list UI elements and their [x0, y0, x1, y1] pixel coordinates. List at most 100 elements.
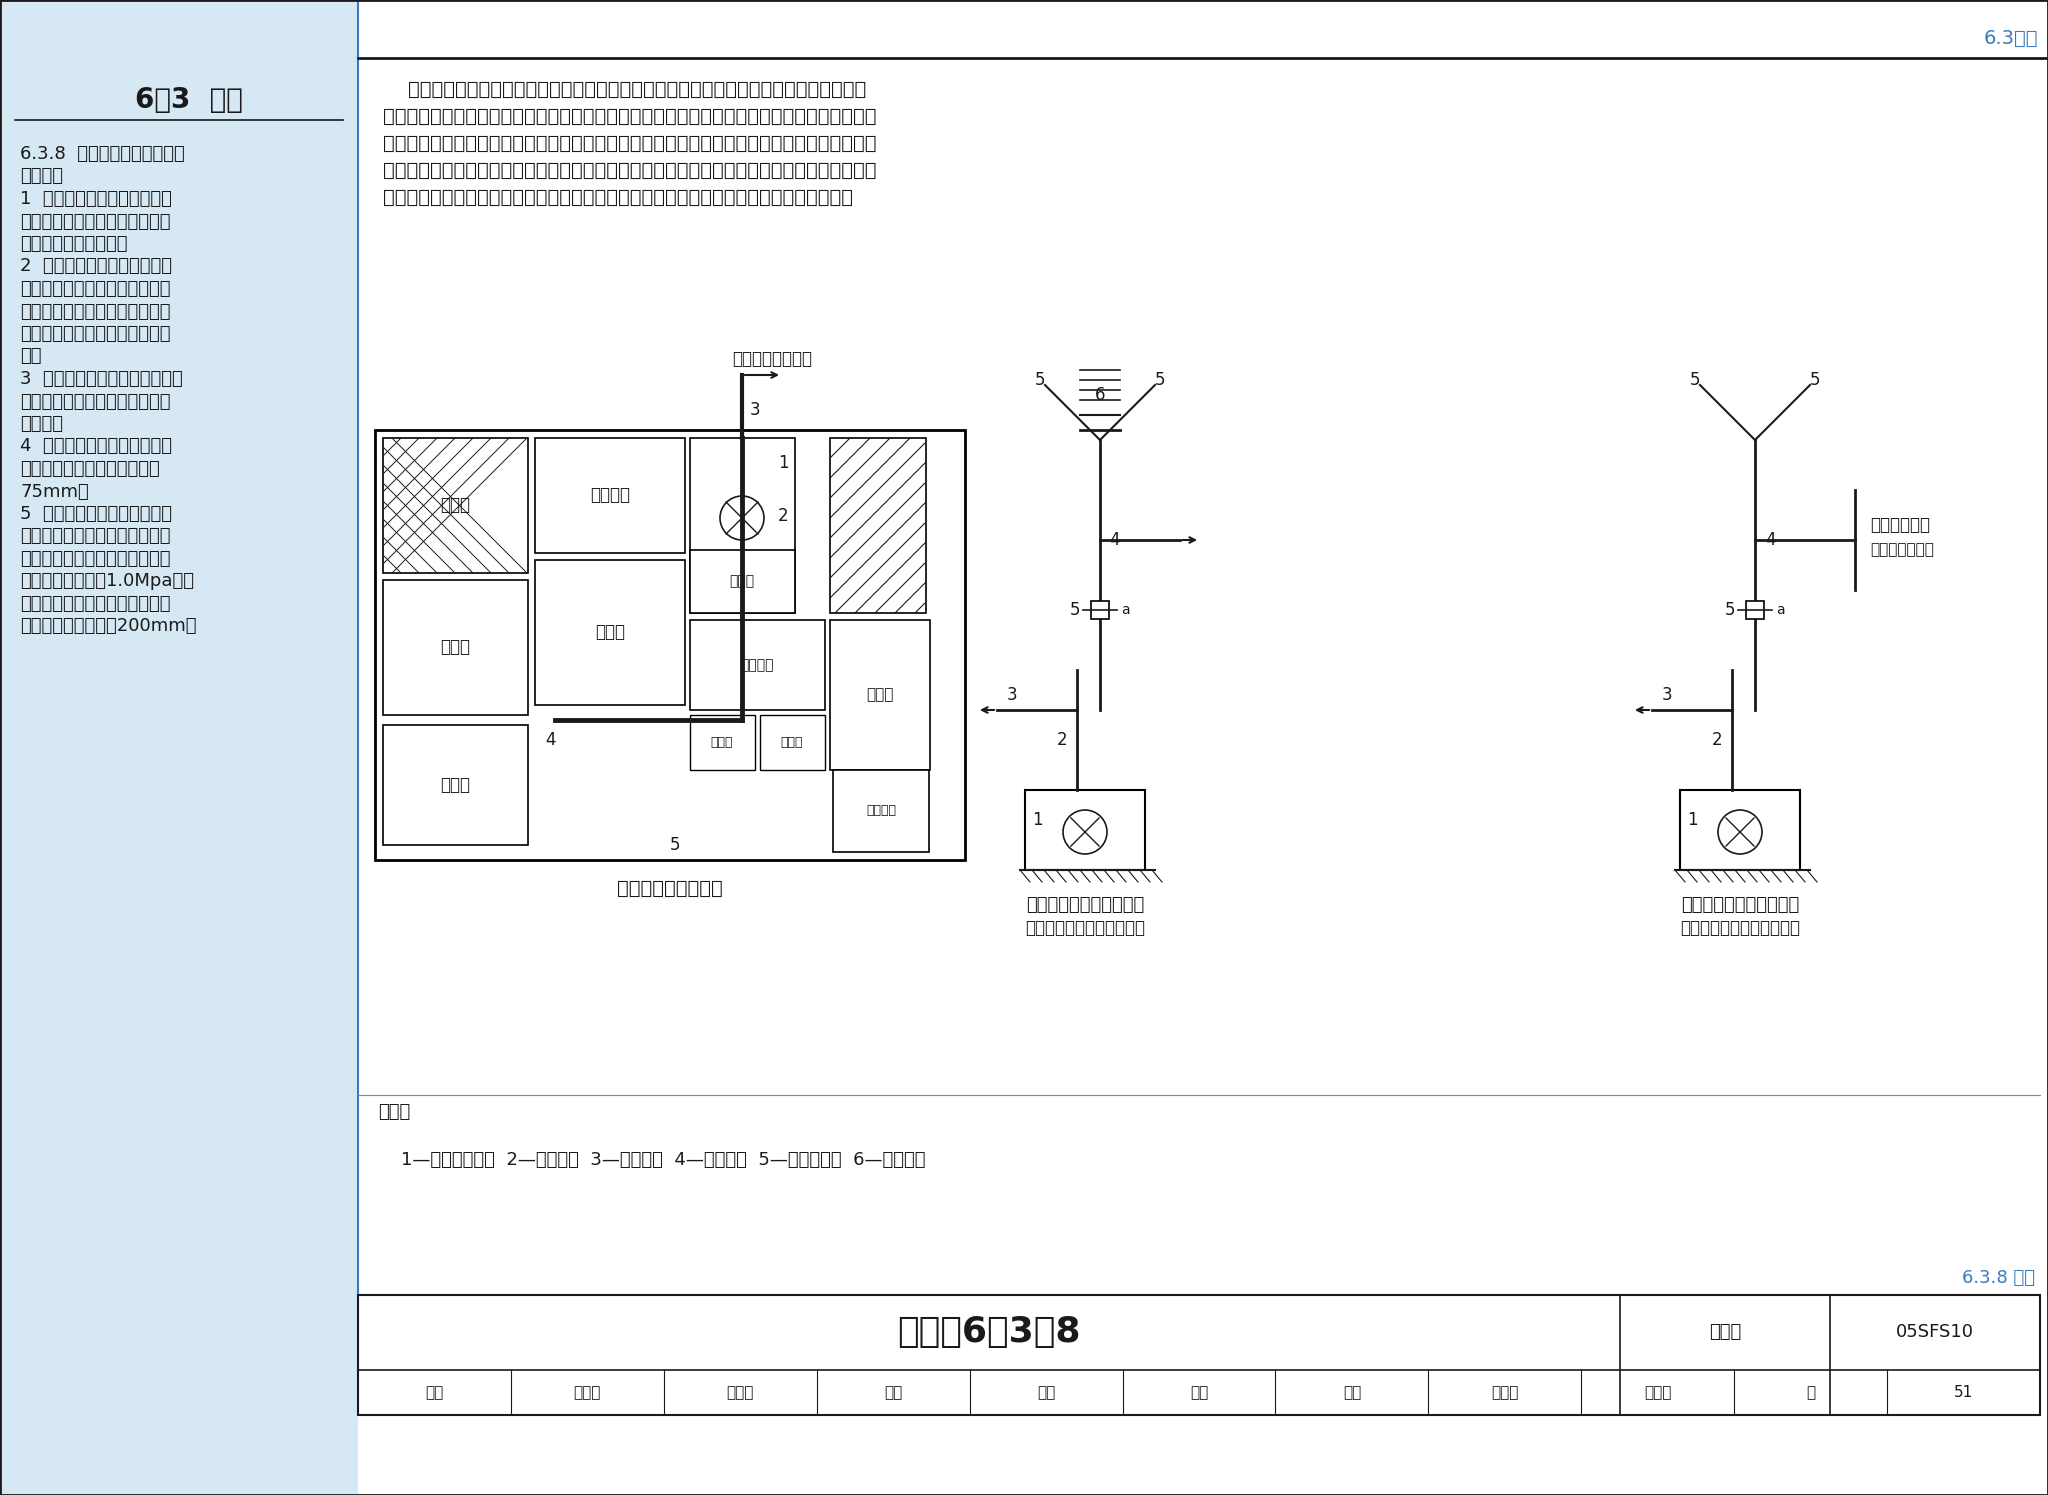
Text: 时，该段通气管应采用热镀锌钢: 时，该段通气管应采用热镀锌钢 — [20, 528, 170, 546]
Text: 水收集方式确定通气管的设置方: 水收集方式确定通气管的设置方 — [20, 324, 170, 342]
Text: 污水泵间: 污水泵间 — [590, 486, 631, 504]
Text: 4: 4 — [1110, 531, 1120, 549]
Text: 通气管；: 通气管； — [20, 416, 63, 434]
Bar — [690, 438, 795, 613]
Text: 排风竖井: 排风竖井 — [866, 804, 897, 818]
Text: 应设通气管，并接至室外、排风: 应设通气管，并接至室外、排风 — [20, 212, 170, 230]
Text: 4: 4 — [1765, 531, 1776, 549]
Bar — [1024, 789, 1145, 870]
Bar — [0, 0, 358, 1495]
Text: 1: 1 — [778, 454, 788, 472]
Text: 管，并应在人防围护结构内侧设: 管，并应在人防围护结构内侧设 — [20, 550, 170, 568]
Text: 3: 3 — [750, 401, 760, 419]
Bar — [535, 438, 684, 553]
Text: 6.3排水: 6.3排水 — [1985, 28, 2038, 48]
Text: 到影响安全的浓度。该通气管不接至工程外部的目的是为了在满足一定卫生与安全的条件下，便: 到影响安全的浓度。该通气管不接至工程外部的目的是为了在满足一定卫生与安全的条件下… — [383, 108, 877, 126]
Text: 2: 2 — [1057, 731, 1067, 749]
Circle shape — [1063, 810, 1108, 854]
Text: 污水池平面布置图示: 污水池平面布置图示 — [616, 879, 723, 897]
Text: 2  收集平时消防排水、空调冷: 2 收集平时消防排水、空调冷 — [20, 257, 172, 275]
Text: 通气管至厕所排风口图示: 通气管至厕所排风口图示 — [1681, 896, 1798, 913]
Bar — [383, 580, 528, 715]
Text: 5  通气管在穿越人防围护结构: 5 通气管在穿越人防围护结构 — [20, 505, 172, 523]
Text: 淋浴间: 淋浴间 — [440, 776, 469, 794]
Text: 由于战时生活污水在污水池中停留时间短，只要有通气管，污水产生的有害气体就累积不: 由于战时生活污水在污水池中停留时间短，只要有通气管，污水产生的有害气体就累积不 — [383, 81, 866, 99]
Text: 05SFS10: 05SFS10 — [1896, 1323, 1974, 1341]
Text: 页: 页 — [1806, 1384, 1815, 1399]
Bar — [690, 715, 756, 770]
Text: 5: 5 — [670, 836, 680, 854]
Text: 6.3.8  通气管的设置应符合下: 6.3.8 通气管的设置应符合下 — [20, 145, 184, 163]
Text: （战时使用的生活污水池）: （战时使用的生活污水池） — [1679, 919, 1800, 937]
Text: 4  通气管的管径不宜小于污水: 4 通气管的管径不宜小于污水 — [20, 438, 172, 456]
Text: 3  收集战时生活污水的集水池，: 3 收集战时生活污水的集水池， — [20, 369, 182, 389]
Text: 6．3  排水: 6．3 排水 — [135, 87, 244, 114]
Text: （临战前安装）: （临战前安装） — [1870, 543, 1933, 558]
Text: 盥洗室: 盥洗室 — [729, 574, 754, 588]
Bar — [383, 438, 528, 573]
Text: 51: 51 — [1954, 1384, 1972, 1399]
Text: 2: 2 — [1712, 731, 1722, 749]
Text: 临战时应增设接至厕所排风口的: 临战时应增设接至厕所排风口的 — [20, 393, 170, 411]
Bar — [834, 770, 930, 852]
Text: 储水库: 储水库 — [440, 496, 469, 514]
Text: 校对: 校对 — [885, 1384, 903, 1399]
Text: 4: 4 — [545, 731, 555, 749]
Text: a: a — [1776, 602, 1784, 617]
Text: 列要求：: 列要求： — [20, 167, 63, 185]
Bar — [535, 561, 684, 706]
Text: 防毒通道: 防毒通道 — [739, 658, 774, 671]
Text: a: a — [1120, 602, 1130, 617]
Text: 1: 1 — [1032, 810, 1042, 830]
Text: 穿衣间: 穿衣间 — [711, 736, 733, 749]
Text: 丁忠城: 丁忠城 — [1645, 1384, 1671, 1399]
Bar — [375, 431, 965, 860]
Circle shape — [1718, 810, 1761, 854]
Text: 杨旺梅: 杨旺梅 — [727, 1384, 754, 1399]
Circle shape — [721, 496, 764, 540]
Text: 5: 5 — [1034, 371, 1044, 389]
Text: 至室外污水检查井: 至室外污水检查井 — [731, 350, 811, 368]
Text: 男厕所: 男厕所 — [596, 623, 625, 641]
Text: 设计: 设计 — [1343, 1384, 1362, 1399]
Text: 3: 3 — [1008, 686, 1018, 704]
Text: 女厕所: 女厕所 — [440, 638, 469, 656]
Text: 审核: 审核 — [426, 1384, 444, 1399]
Text: 式；: 式； — [20, 347, 41, 365]
Bar — [1747, 601, 1763, 619]
Text: 1—生活污水池；  2—污水泵；  3—排水管；  4—通气管；  5—防护阀门；  6—百叶口。: 1—生活污水池； 2—污水泵； 3—排水管； 4—通气管； 5—防护阀门； 6—… — [379, 1151, 926, 1169]
Text: 防空地下室内通气管防护阀门后的管段，对管材无特殊要求，可采用其他防腐性能更好的管材。: 防空地下室内通气管防护阀门后的管段，对管材无特殊要求，可采用其他防腐性能更好的管… — [383, 161, 877, 179]
Bar — [829, 438, 926, 613]
Bar — [383, 725, 528, 845]
Text: 按平时使用的卫生要求及地面排: 按平时使用的卫生要求及地面排 — [20, 302, 170, 320]
Text: 门的近端面不宜大于200mm。: 门的近端面不宜大于200mm。 — [20, 617, 197, 635]
Bar — [690, 550, 795, 613]
Text: 置人防压力不小于1.0Mpa铜芯: 置人防压力不小于1.0Mpa铜芯 — [20, 573, 195, 591]
Text: 3: 3 — [1661, 686, 1673, 704]
Text: 于临战时的施工与管理；减少穿防空地下室围护结构的通气管数量，有利于提高防护的安全性。: 于临战时的施工与管理；减少穿防空地下室围护结构的通气管数量，有利于提高防护的安全… — [383, 135, 877, 152]
Text: （平时使用的生活污水池）: （平时使用的生活污水池） — [1024, 919, 1145, 937]
Text: 图集号: 图集号 — [1708, 1323, 1741, 1341]
Text: 戈多: 戈多 — [1190, 1384, 1208, 1399]
Text: 5: 5 — [1069, 601, 1079, 619]
Bar — [1679, 789, 1800, 870]
Text: 扩散室: 扩散室 — [866, 688, 893, 703]
Text: 6: 6 — [1096, 386, 1106, 404]
Text: 1  收集平时生活污水的集水池: 1 收集平时生活污水的集水池 — [20, 190, 172, 208]
Text: 凝水、地面冲洗排水的集水池，: 凝水、地面冲洗排水的集水池， — [20, 280, 170, 298]
Text: 通气管至排风扩散室图示: 通气管至排风扩散室图示 — [1026, 896, 1145, 913]
Text: 排水－6．3．8: 排水－6．3．8 — [897, 1316, 1081, 1348]
Text: 丁志诚: 丁志诚 — [1491, 1384, 1518, 1399]
Text: 5: 5 — [1810, 371, 1821, 389]
Text: 闸阀。人防围护结构内侧距离阀: 闸阀。人防围护结构内侧距离阀 — [20, 595, 170, 613]
Text: 75mm；: 75mm； — [20, 483, 88, 501]
Text: 5: 5 — [1690, 371, 1700, 389]
Bar — [690, 620, 825, 710]
Bar — [1092, 601, 1110, 619]
Bar — [358, 1295, 2040, 1414]
Text: 扩散室或排风竖井内；: 扩散室或排风竖井内； — [20, 235, 127, 253]
Text: 5: 5 — [1724, 601, 1735, 619]
Text: 6.3.8 图示: 6.3.8 图示 — [1962, 1269, 2036, 1287]
Bar — [829, 620, 930, 770]
Text: 泵出水管的管径，且不得小于: 泵出水管的管径，且不得小于 — [20, 460, 160, 478]
